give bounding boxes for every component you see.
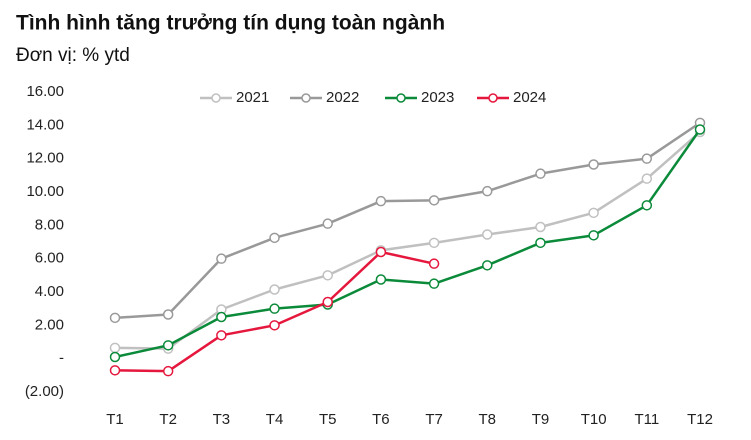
series-line bbox=[114, 121, 701, 320]
data-point bbox=[535, 168, 546, 179]
data-point bbox=[535, 237, 546, 249]
legend-marker bbox=[396, 93, 406, 103]
data-point bbox=[322, 296, 333, 308]
data-point bbox=[641, 200, 653, 211]
data-point bbox=[588, 207, 599, 219]
y-tick-label: 12.00 bbox=[26, 150, 64, 167]
data-point bbox=[322, 270, 333, 281]
y-tick-label: 10.00 bbox=[26, 183, 64, 200]
x-tick-label: T10 bbox=[581, 411, 607, 428]
data-point bbox=[162, 340, 174, 351]
data-point bbox=[482, 229, 493, 240]
legend-marker bbox=[211, 93, 221, 103]
data-point bbox=[588, 159, 599, 170]
x-tick-label: T3 bbox=[213, 411, 231, 428]
x-tick-label: T12 bbox=[687, 411, 713, 428]
series-line bbox=[114, 131, 701, 350]
data-point bbox=[428, 195, 440, 206]
legend-marker bbox=[488, 93, 498, 103]
data-point bbox=[269, 303, 280, 314]
data-point bbox=[588, 230, 599, 241]
legend-label: 2024 bbox=[513, 89, 546, 106]
data-point bbox=[216, 253, 227, 264]
x-tick-label: T1 bbox=[106, 411, 124, 428]
y-tick-label: 8.00 bbox=[35, 216, 64, 233]
legend-label: 2021 bbox=[236, 89, 269, 106]
y-tick-label: 14.00 bbox=[26, 116, 64, 133]
series-line bbox=[114, 128, 702, 359]
x-tick-label: T7 bbox=[425, 411, 443, 428]
chart-title: Tình hình tăng trưởng tín dụng toàn ngàn… bbox=[16, 12, 445, 35]
data-point bbox=[482, 260, 493, 271]
data-point bbox=[162, 309, 174, 320]
data-point bbox=[109, 365, 121, 376]
data-point bbox=[216, 330, 227, 341]
data-point bbox=[109, 351, 121, 363]
y-tick-label: 16.00 bbox=[26, 83, 64, 100]
data-point bbox=[535, 221, 546, 233]
x-tick-label: T5 bbox=[319, 411, 337, 428]
x-tick-label: T11 bbox=[634, 411, 659, 428]
data-point bbox=[375, 274, 387, 285]
x-tick-label: T4 bbox=[266, 411, 284, 428]
x-tick-label: T2 bbox=[159, 411, 177, 428]
x-tick-label: T9 bbox=[532, 411, 550, 428]
data-point bbox=[641, 173, 653, 184]
y-tick-label: 6.00 bbox=[35, 250, 64, 267]
data-point bbox=[269, 284, 280, 295]
data-point bbox=[269, 320, 280, 331]
legend-label: 2023 bbox=[421, 89, 454, 106]
data-point bbox=[694, 124, 706, 135]
data-point bbox=[322, 218, 333, 229]
data-point bbox=[269, 232, 280, 244]
data-point bbox=[109, 312, 121, 324]
data-point bbox=[641, 153, 653, 164]
data-point bbox=[375, 195, 387, 207]
data-point bbox=[216, 311, 227, 323]
y-tick-label: 2.00 bbox=[35, 316, 64, 333]
x-tick-label: T6 bbox=[372, 411, 390, 428]
x-tick-label: T8 bbox=[479, 411, 497, 428]
data-point bbox=[162, 365, 174, 377]
data-point bbox=[428, 278, 440, 289]
chart-subtitle: Đơn vị: % ytd bbox=[16, 45, 130, 66]
data-point bbox=[375, 246, 387, 258]
data-point bbox=[428, 258, 440, 269]
legend-label: 2022 bbox=[326, 89, 359, 106]
y-tick-label: (2.00) bbox=[25, 383, 64, 400]
data-point bbox=[482, 185, 493, 197]
y-tick-label: 4.00 bbox=[35, 283, 64, 300]
data-point bbox=[428, 237, 440, 249]
data-point bbox=[109, 342, 121, 354]
legend-marker bbox=[301, 93, 311, 103]
y-tick-label: - bbox=[59, 350, 64, 367]
